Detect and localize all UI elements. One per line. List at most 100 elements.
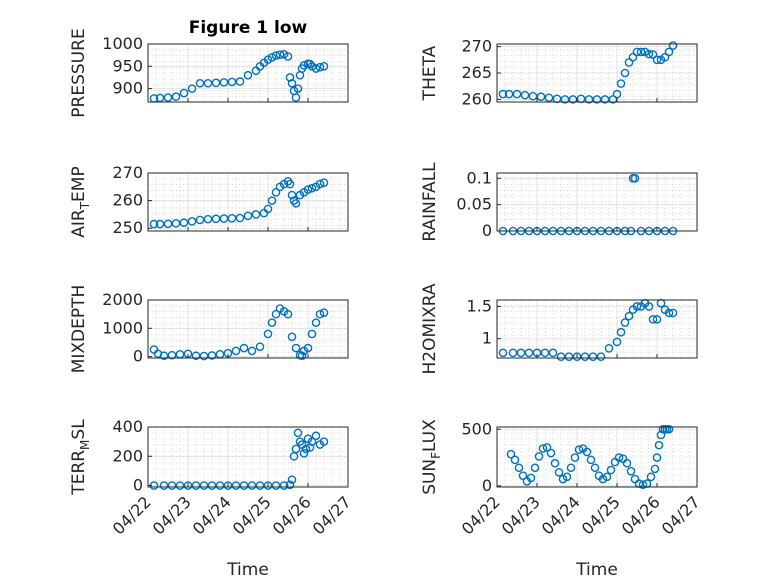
data-point xyxy=(584,95,594,104)
data-point xyxy=(652,453,662,462)
data-point xyxy=(219,78,229,87)
y-tick-label: 1000 xyxy=(102,34,143,53)
data-point xyxy=(255,342,265,351)
data-point xyxy=(628,52,638,62)
axes-mixdepth: 2000 1000 0 MIXDEPTH xyxy=(69,285,349,373)
data-point xyxy=(319,308,329,318)
data-point xyxy=(626,466,636,476)
data-point xyxy=(307,183,317,193)
data-point xyxy=(646,472,656,482)
y-tick-label: 0 xyxy=(133,476,143,495)
data-point xyxy=(580,352,590,362)
data-point xyxy=(287,190,297,200)
data-point xyxy=(235,77,245,86)
data-point xyxy=(219,214,229,223)
data-point xyxy=(508,348,518,358)
data-point xyxy=(159,481,169,490)
data-point xyxy=(506,449,516,459)
data-point xyxy=(562,472,572,482)
data-point xyxy=(287,78,297,88)
data-point xyxy=(203,78,213,88)
data-point xyxy=(299,449,309,458)
y-tick-label: 260 xyxy=(112,191,143,210)
axes-frame xyxy=(496,172,698,232)
data-point xyxy=(664,308,674,318)
data-point xyxy=(652,315,662,324)
data-point xyxy=(540,348,550,358)
x-tick-label: 04/25 xyxy=(229,492,275,538)
y-tick-label: 1.5 xyxy=(467,296,492,315)
data-point xyxy=(315,309,325,319)
axes-frame xyxy=(496,299,698,359)
data-point xyxy=(664,47,674,57)
data-point xyxy=(263,329,273,339)
y-tick-label: 200 xyxy=(112,446,143,465)
data-point xyxy=(183,481,193,490)
data-point xyxy=(586,455,596,465)
data-point xyxy=(512,89,522,99)
x-tick-label: 04/22 xyxy=(458,492,504,538)
data-point xyxy=(305,443,315,452)
data-point xyxy=(251,210,261,219)
data-point xyxy=(271,309,281,319)
data-point xyxy=(498,89,508,99)
x-tick-label: 04/27 xyxy=(309,492,355,538)
data-point xyxy=(612,89,622,99)
y-tick-label: 0 xyxy=(482,221,492,240)
y-tick-label: 250 xyxy=(112,218,143,237)
data-point xyxy=(516,348,526,358)
y-tick-label: 0 xyxy=(482,476,492,495)
data-point xyxy=(572,352,582,362)
data-point xyxy=(163,93,173,102)
data-point xyxy=(650,464,660,474)
data-point xyxy=(311,431,321,441)
data-point xyxy=(612,337,622,347)
data-point xyxy=(588,352,598,362)
data-point xyxy=(638,480,648,490)
y-axis-label: PRESSURE xyxy=(69,28,89,117)
data-point xyxy=(187,84,197,93)
data-point xyxy=(600,95,610,104)
data-point xyxy=(285,179,295,189)
axes-background xyxy=(147,43,349,103)
data-point xyxy=(231,481,241,490)
data-point xyxy=(247,481,257,490)
data-point xyxy=(211,78,221,88)
data-point xyxy=(536,92,546,102)
data-point xyxy=(620,318,630,327)
axes-frame xyxy=(147,426,349,488)
axes-frame xyxy=(147,172,349,232)
data-point xyxy=(271,481,281,490)
data-point xyxy=(267,318,277,327)
x-tick-label: 04/26 xyxy=(618,492,664,538)
data-point xyxy=(195,78,205,88)
data-point xyxy=(303,343,313,353)
data-point xyxy=(319,62,329,71)
axes-frame xyxy=(147,43,349,103)
data-point xyxy=(155,219,165,229)
data-point xyxy=(271,188,281,197)
data-point xyxy=(632,47,642,57)
y-tick-label: 1000 xyxy=(102,318,143,337)
data-point xyxy=(215,481,225,490)
data-point xyxy=(207,351,217,360)
data-point xyxy=(564,352,574,362)
data-point xyxy=(616,79,626,88)
data-point xyxy=(664,424,674,434)
x-tick-label: 04/22 xyxy=(109,492,155,538)
data-point xyxy=(668,308,678,318)
data-point xyxy=(291,199,301,208)
data-point xyxy=(283,309,293,319)
data-point xyxy=(287,332,297,342)
y-tick-label: 400 xyxy=(112,417,143,436)
data-point xyxy=(211,214,221,224)
data-point xyxy=(247,346,257,356)
data-point xyxy=(526,473,536,483)
y-axis-label: THETA xyxy=(420,45,440,101)
y-axis-label: TERRMSL xyxy=(69,419,92,496)
y-tick-label: 265 xyxy=(461,63,492,82)
data-point xyxy=(235,213,245,223)
y-tick-label: 260 xyxy=(461,89,492,108)
y-tick-label: 0.1 xyxy=(467,168,492,187)
